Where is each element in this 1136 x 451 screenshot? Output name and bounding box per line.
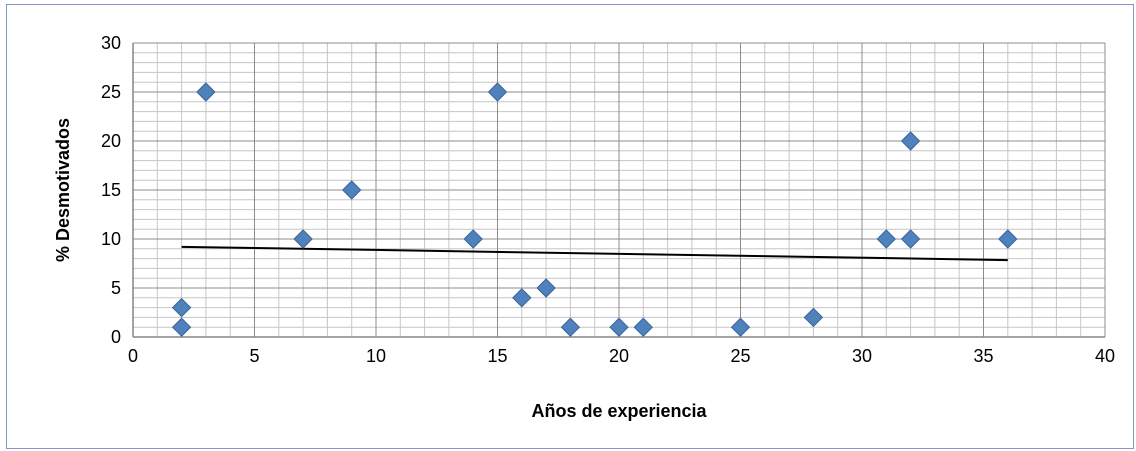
x-tick-label: 40 [1095,346,1115,366]
y-tick-label: 5 [111,278,121,298]
data-point [196,82,216,102]
y-tick-label: 30 [101,33,121,53]
data-point [900,229,921,249]
data-point [293,229,313,249]
x-tick-label: 20 [609,346,629,366]
data-point [512,288,532,308]
data-point [900,131,921,151]
data-points [171,82,1018,337]
y-axis-title: % Desmotivados [53,118,73,262]
x-tick-label: 25 [730,346,750,366]
scatter-chart: 0 5 10 15 20 25 30 35 40 0 5 10 15 20 25 30 Años de ex… [53,33,1115,421]
y-tick-label: 20 [101,131,121,151]
data-point [341,180,362,200]
data-point [463,229,483,249]
x-tick-label: 10 [366,346,386,366]
x-axis-title: Años de experiencia [531,401,707,421]
data-point [633,317,654,337]
trendline [181,245,1008,262]
y-tick-label: 25 [101,82,121,102]
data-point [609,317,629,337]
x-tick-label: 35 [973,346,993,366]
x-tick-label: 5 [249,346,259,366]
data-point [730,317,751,337]
data-point [560,317,581,337]
data-point [876,229,897,249]
data-point [171,297,192,318]
axes [132,43,1105,338]
x-tick-label: 30 [852,346,872,366]
data-point [171,317,192,337]
data-point [998,229,1018,249]
data-point [803,307,824,328]
data-point [487,82,508,102]
y-tick-labels: 0 5 10 15 20 25 30 [101,33,121,347]
chart-frame: 0 5 10 15 20 25 30 35 40 0 5 10 15 20 25 30 Años de ex… [6,4,1134,449]
x-tick-label: 15 [487,346,507,366]
y-tick-label: 0 [111,327,121,347]
x-tick-labels: 0 5 10 15 20 25 30 35 40 [128,346,1115,366]
data-point [536,278,556,298]
y-tick-label: 10 [101,229,121,249]
y-tick-label: 15 [101,180,121,200]
trendline-group [181,245,1008,262]
x-tick-label: 0 [128,346,138,366]
